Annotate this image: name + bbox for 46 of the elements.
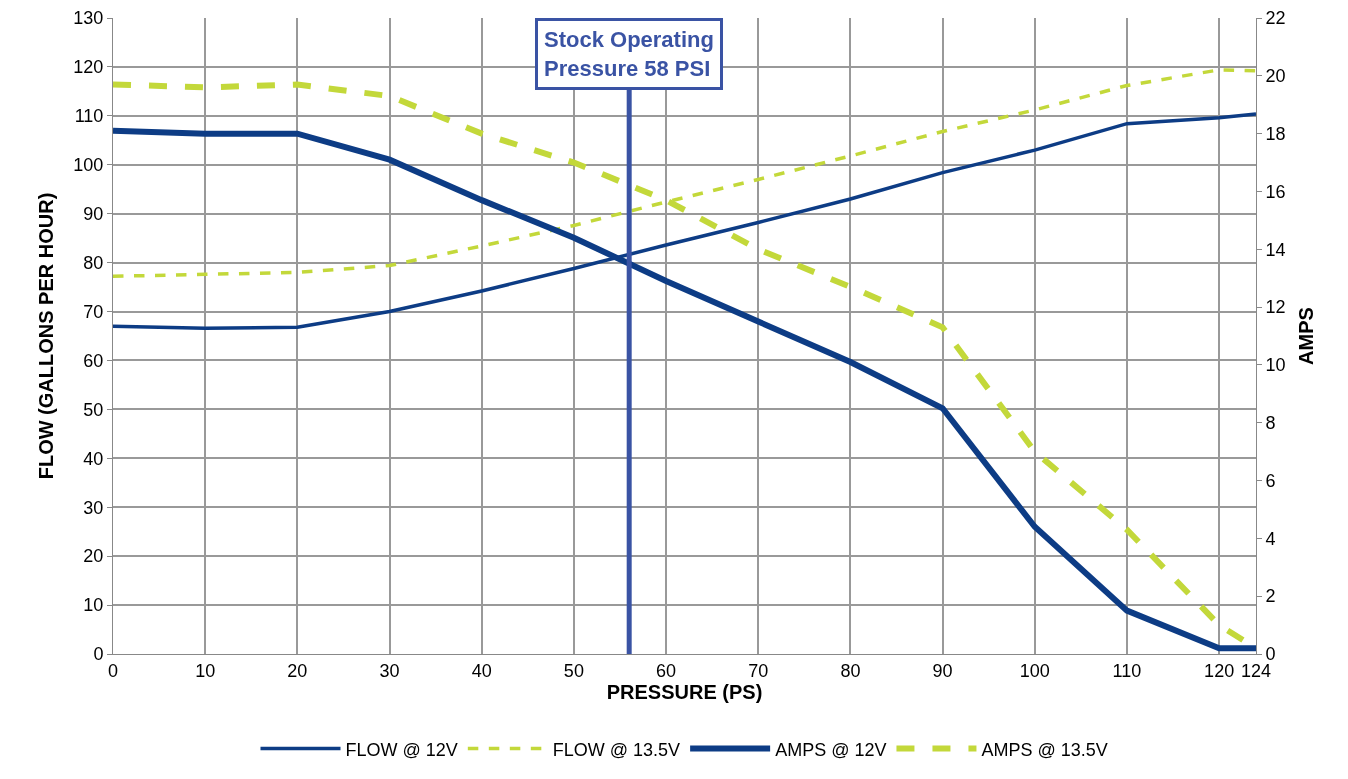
y-tick-label: 80 — [83, 252, 104, 273]
y2-tick-label: 2 — [1265, 586, 1276, 607]
x-tick-label: 10 — [195, 660, 216, 681]
x-tick-label: 0 — [107, 660, 119, 681]
y2-tick-label: 18 — [1265, 123, 1286, 144]
y-axis-title: FLOW (GALLONS PER HOUR) — [34, 192, 57, 480]
y-tick-label: 120 — [73, 57, 104, 78]
x-tick-label: 100 — [1019, 660, 1050, 681]
y2-tick-label: 20 — [1265, 66, 1286, 87]
y-tick-label: 40 — [83, 448, 104, 469]
y2-tick-label: 6 — [1265, 470, 1276, 491]
y2-tick-label: 8 — [1265, 413, 1276, 434]
y-tick-label: 50 — [83, 399, 104, 420]
y-tick-label: 100 — [73, 155, 104, 176]
x-tick-label: 120 — [1204, 660, 1235, 681]
y2-axis-title: AMPS — [1295, 307, 1318, 365]
y2-tick-label: 16 — [1265, 181, 1286, 202]
y-tick-label: 90 — [83, 203, 104, 224]
y2-tick-label: 10 — [1265, 355, 1286, 376]
y-tick-label: 110 — [74, 106, 104, 127]
y-tick-label: 70 — [83, 301, 104, 322]
y-tick-label: 60 — [83, 350, 104, 371]
y-tick-label: 10 — [83, 595, 104, 616]
x-tick-label: 80 — [840, 660, 861, 681]
x-tick-label: 90 — [932, 660, 953, 681]
x-tick-label: 40 — [471, 660, 492, 681]
legend-label: AMPS @ 12V — [775, 739, 887, 760]
y-tick-label: 130 — [73, 8, 104, 29]
x-tick-label: 70 — [748, 660, 769, 681]
y2-tick-label: 12 — [1265, 297, 1286, 318]
x-tick-label: 30 — [379, 660, 400, 681]
x-axis-title: PRESSURE (PS) — [606, 680, 763, 703]
x-tick-label: 110 — [1112, 660, 1142, 681]
y2-tick-label: 14 — [1265, 239, 1286, 260]
y-tick-label: 20 — [83, 546, 104, 567]
y2-tick-label: 4 — [1265, 528, 1276, 549]
y-tick-label: 0 — [93, 644, 104, 665]
legend-label: FLOW @ 12V — [345, 739, 458, 760]
y2-tick-label: 22 — [1265, 8, 1286, 29]
legend-label: AMPS @ 13.5V — [981, 739, 1108, 760]
legend-label: FLOW @ 13.5V — [552, 739, 681, 760]
x-tick-label: 20 — [287, 660, 308, 681]
x-tick-label: 50 — [563, 660, 584, 681]
y-tick-label: 30 — [83, 497, 104, 518]
x-tick-label: 60 — [656, 660, 677, 681]
ref-line-label: Stock Operating Pressure 58 PSI — [544, 27, 714, 81]
